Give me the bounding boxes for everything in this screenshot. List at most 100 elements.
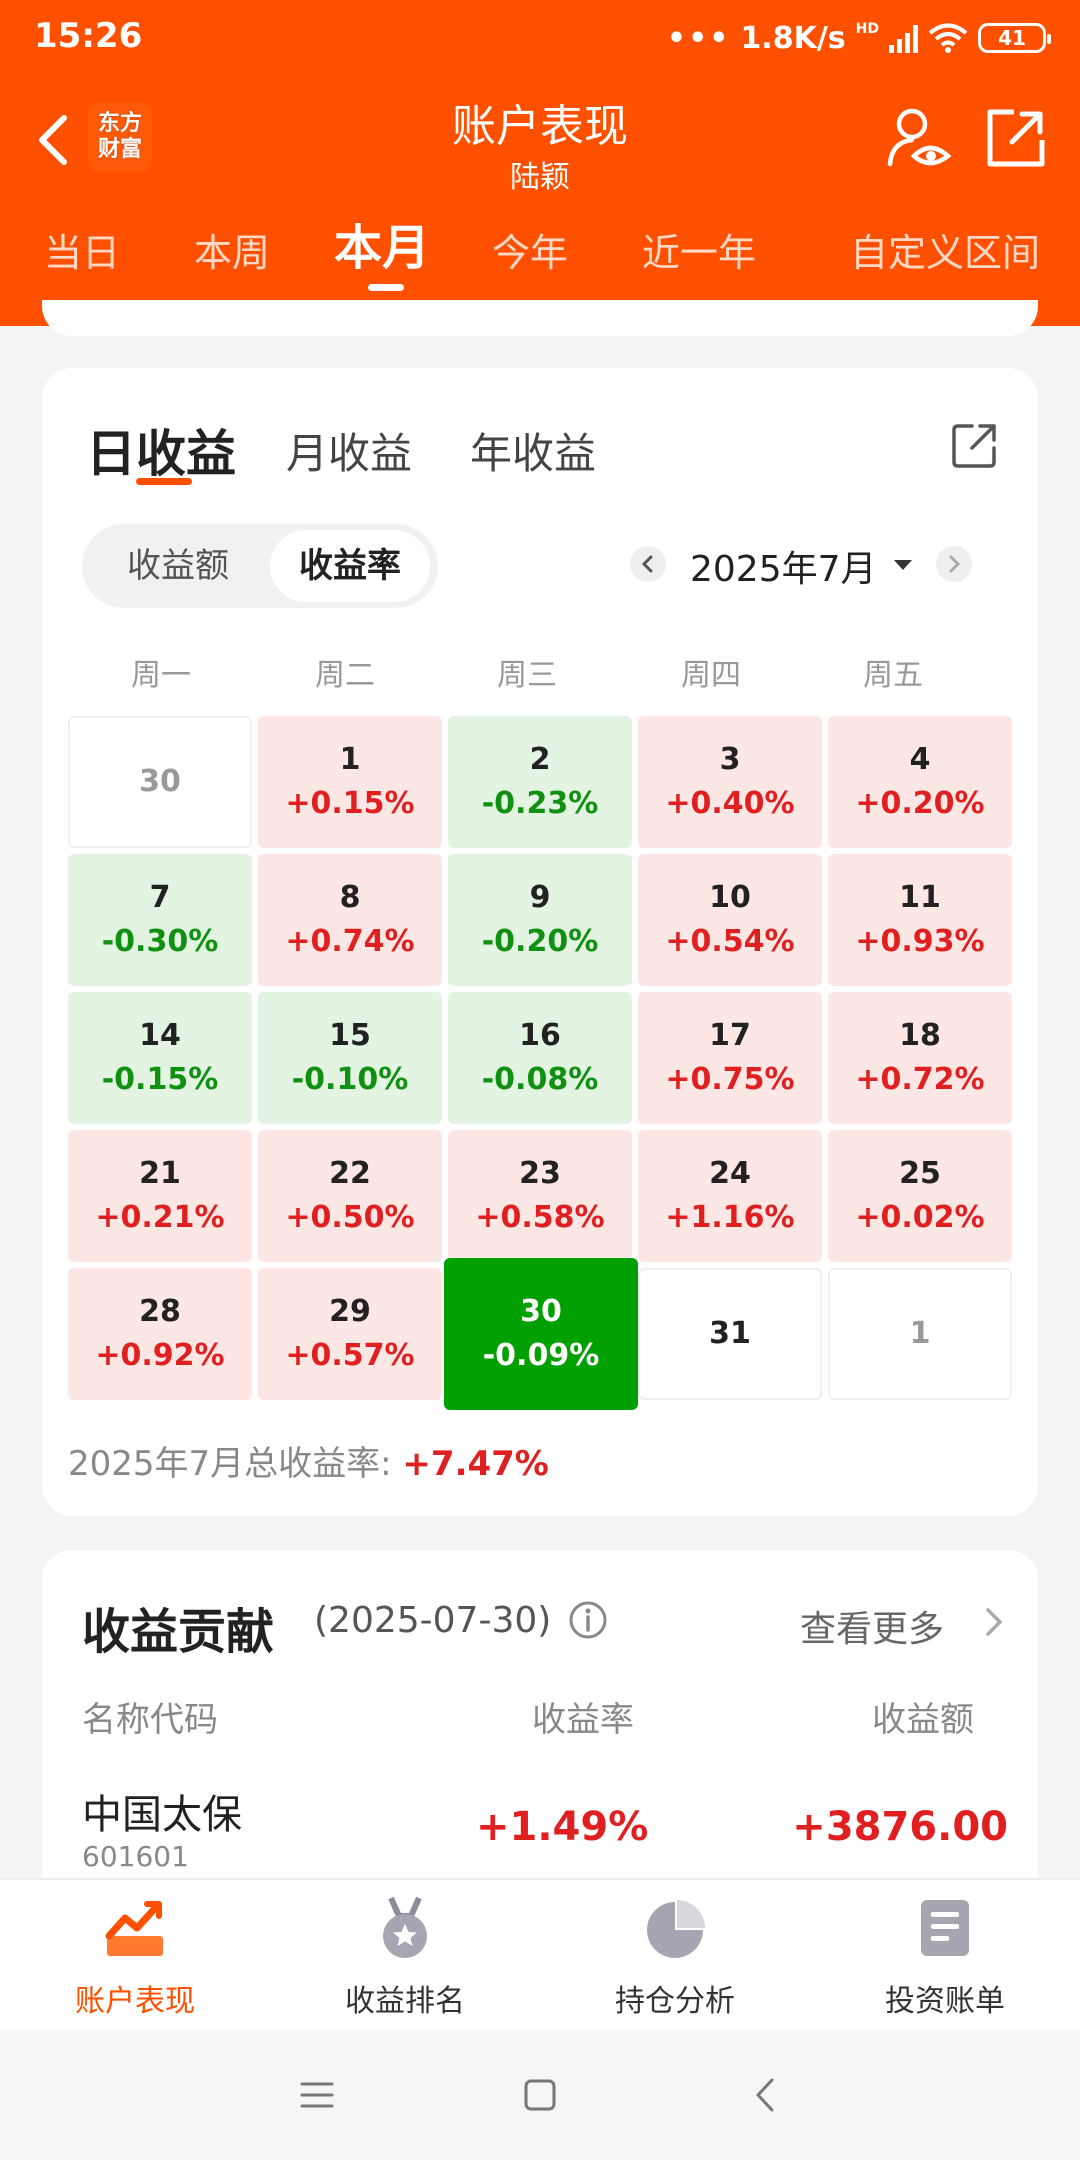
day-return-rate: +1.16%	[665, 1200, 795, 1235]
calendar-day[interactable]: 11 +0.93%	[828, 854, 1012, 986]
calendar-day[interactable]: 9 -0.20%	[448, 854, 632, 986]
home-icon[interactable]	[515, 2070, 565, 2120]
day-return-rate: -0.30%	[101, 924, 219, 959]
day-number: 4	[909, 742, 931, 777]
month-total-return: 2025年7月总收益率: +7.47%	[68, 1436, 549, 1485]
back-icon[interactable]	[30, 110, 80, 170]
tab-monthly-return[interactable]: 月收益	[286, 429, 413, 478]
menu-icon[interactable]	[292, 2070, 342, 2120]
day-return-rate: +0.54%	[665, 924, 795, 959]
calendar-day[interactable]: 29 +0.57%	[258, 1268, 442, 1400]
tab-this-week[interactable]: 本周	[194, 231, 271, 275]
tab-daily-return[interactable]: 日收益	[86, 425, 236, 483]
privacy-user-icon[interactable]	[884, 104, 954, 174]
day-number: 10	[709, 880, 751, 915]
calendar-day[interactable]: 28 +0.92%	[68, 1268, 252, 1400]
stock-return-amount: +3876.00	[792, 1804, 1008, 1850]
tab-this-year[interactable]: 今年	[492, 231, 569, 275]
title-bar: 东方 财富 账户表现 陆颖	[0, 80, 1080, 200]
month-selector[interactable]: 2025年7月	[690, 549, 877, 590]
day-number: 15	[329, 1018, 371, 1053]
nav-holding-analysis[interactable]: 持仓分析	[540, 1880, 810, 2032]
calendar-day[interactable]: 3 +0.40%	[638, 716, 822, 848]
calendar-day[interactable]: 2 -0.23%	[448, 716, 632, 848]
col-header-amount: 收益额	[872, 1700, 974, 1740]
nav-account-performance[interactable]: 账户表现	[0, 1880, 270, 2032]
calendar-day[interactable]: 15 -0.10%	[258, 992, 442, 1124]
day-number: 1	[339, 742, 361, 777]
bill-icon	[921, 1900, 969, 1956]
weekday-mon: 周一	[131, 658, 191, 693]
month-total-label: 2025年7月总收益率:	[68, 1444, 403, 1484]
day-number: 31	[709, 1316, 751, 1351]
caret-down-icon[interactable]	[894, 560, 912, 570]
day-return-rate: +0.20%	[855, 786, 985, 821]
calendar-day[interactable]: 31	[638, 1268, 822, 1400]
previous-card-edge	[42, 300, 1038, 336]
calendar-day[interactable]: 25 +0.02%	[828, 1130, 1012, 1262]
logo-line2: 财富	[97, 137, 142, 162]
tab-custom-range[interactable]: 自定义区间	[850, 231, 1041, 275]
tab-today[interactable]: 当日	[44, 231, 121, 275]
day-number: 22	[329, 1156, 371, 1191]
calendar-day-selected[interactable]: 30 -0.09%	[444, 1258, 638, 1410]
day-return-rate: -0.15%	[101, 1062, 219, 1097]
toggle-return-amount[interactable]: 收益额	[127, 546, 229, 586]
calendar-day[interactable]: 17 +0.75%	[638, 992, 822, 1124]
calendar-day[interactable]: 30	[68, 716, 252, 848]
pie-chart-icon	[647, 1900, 705, 1958]
calendar-day[interactable]: 16 -0.08%	[448, 992, 632, 1124]
tab-this-month[interactable]: 本月	[334, 220, 431, 276]
system-back-icon[interactable]	[742, 2070, 792, 2120]
chevron-right-icon[interactable]	[982, 1604, 1006, 1640]
day-return-rate: +0.02%	[855, 1200, 985, 1235]
medal-icon	[383, 1896, 427, 1958]
day-number: 29	[329, 1294, 371, 1329]
calendar-day[interactable]: 8 +0.74%	[258, 854, 442, 986]
day-number: 18	[899, 1018, 941, 1053]
calendar-day[interactable]: 18 +0.72%	[828, 992, 1012, 1124]
period-tabs: 当日 本周 本月 今年 近一年 自定义区间	[0, 208, 1080, 298]
nav-investment-bill[interactable]: 投资账单	[810, 1880, 1080, 2032]
next-month-icon[interactable]	[936, 546, 972, 582]
weekday-wed: 周三	[497, 658, 557, 693]
toggle-return-rate[interactable]: 收益率	[270, 530, 430, 602]
stock-code: 601601	[82, 1840, 189, 1873]
prev-month-icon[interactable]	[630, 546, 666, 582]
calendar-day[interactable]: 21 +0.21%	[68, 1130, 252, 1262]
export-icon[interactable]	[950, 420, 1000, 470]
view-more-link[interactable]: 查看更多	[800, 1609, 945, 1650]
day-number: 7	[149, 880, 171, 915]
battery-icon: 41	[978, 23, 1051, 53]
day-number: 2	[529, 742, 551, 777]
tab-indicator	[368, 284, 404, 291]
day-return-rate: +0.75%	[665, 1062, 795, 1097]
return-tab-indicator	[136, 478, 192, 485]
tab-yearly-return[interactable]: 年收益	[470, 429, 597, 478]
info-icon[interactable]	[568, 1600, 608, 1640]
calendar-day[interactable]: 7 -0.30%	[68, 854, 252, 986]
calendar-day[interactable]: 1	[828, 1268, 1012, 1400]
calendar-day[interactable]: 23 +0.58%	[448, 1130, 632, 1262]
day-number: 30	[139, 764, 181, 799]
day-return-rate: -0.20%	[481, 924, 599, 959]
tab-last-year[interactable]: 近一年	[642, 231, 757, 275]
share-icon[interactable]	[984, 106, 1048, 170]
calendar-day[interactable]: 22 +0.50%	[258, 1130, 442, 1262]
contribution-date: (2025-07-30)	[314, 1600, 552, 1641]
calendar-day[interactable]: 10 +0.54%	[638, 854, 822, 986]
day-number: 23	[519, 1156, 561, 1191]
calendar-day[interactable]: 24 +1.16%	[638, 1130, 822, 1262]
signal-icon	[889, 23, 918, 53]
system-nav-bar	[0, 2030, 1080, 2160]
calendar-day[interactable]: 14 -0.15%	[68, 992, 252, 1124]
calendar-day[interactable]: 1 +0.15%	[258, 716, 442, 848]
status-icons: ••• 1.8K/s HD 41	[667, 16, 1051, 60]
day-return-rate: +0.50%	[285, 1200, 415, 1235]
day-number: 11	[899, 880, 941, 915]
network-speed: 1.8K/s	[740, 20, 846, 56]
day-return-rate: -0.10%	[291, 1062, 409, 1097]
calendar-day[interactable]: 4 +0.20%	[828, 716, 1012, 848]
page-title: 账户表现	[452, 101, 628, 152]
nav-return-ranking[interactable]: 收益排名	[270, 1880, 540, 2032]
